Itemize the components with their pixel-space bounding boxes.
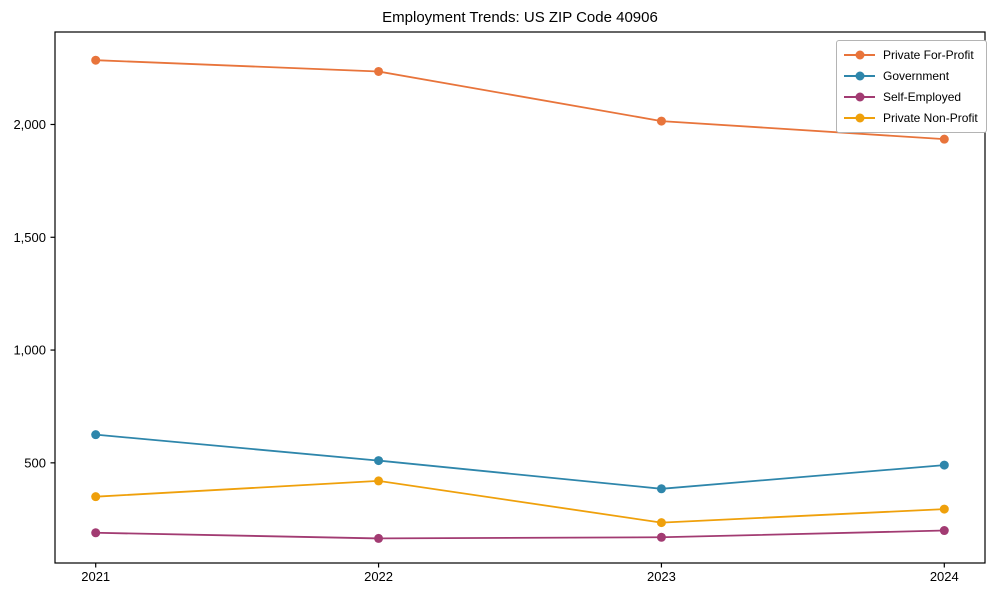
data-point-marker: [656, 484, 666, 494]
legend-marker-icon: [855, 113, 864, 123]
data-point-marker: [91, 430, 101, 440]
x-tick-label: 2022: [364, 569, 393, 584]
data-point-marker: [91, 492, 101, 502]
data-point-marker: [939, 526, 949, 536]
legend-label: Self-Employed: [883, 90, 962, 104]
legend-line-swatch: [844, 92, 875, 102]
data-point-marker: [91, 55, 101, 65]
legend-item: Government: [844, 69, 978, 83]
x-tick-label: 2021: [81, 569, 110, 584]
series-line-government: [94, 433, 946, 490]
series-line-self-employed: [94, 529, 946, 540]
x-tick-label: 2024: [930, 569, 959, 584]
legend-marker-icon: [855, 50, 864, 60]
legend-line-swatch: [844, 50, 875, 60]
legend-label: Private Non-Profit: [883, 111, 978, 125]
y-tick-label: 1,500: [13, 230, 46, 245]
chart-title: Employment Trends: US ZIP Code 40906: [382, 9, 658, 26]
legend-marker-icon: [855, 92, 864, 102]
legend-marker-icon: [855, 71, 864, 81]
data-point-marker: [656, 532, 666, 542]
data-point-marker: [374, 533, 384, 543]
data-point-marker: [374, 476, 384, 486]
y-tick-label: 2,000: [13, 117, 46, 132]
data-point-marker: [656, 518, 666, 528]
data-point-marker: [939, 134, 949, 144]
legend-line-swatch: [844, 71, 875, 81]
data-point-marker: [939, 504, 949, 514]
legend-item: Self-Employed: [844, 90, 978, 104]
x-tick-label: 2023: [647, 569, 676, 584]
data-point-marker: [374, 456, 384, 466]
legend-item: Private For-Profit: [844, 48, 978, 62]
data-point-marker: [91, 528, 101, 538]
legend-label: Government: [883, 69, 950, 83]
data-point-marker: [656, 116, 666, 126]
series-line-private-non-profit: [94, 479, 946, 524]
legend: Private For-Profit Government Self-Employe…: [836, 40, 987, 133]
series-line-private-for-profit: [94, 59, 946, 141]
data-point-marker: [374, 66, 384, 76]
data-point-marker: [939, 460, 949, 470]
y-tick-label: 500: [24, 455, 46, 470]
legend-line-swatch: [844, 113, 875, 123]
legend-label: Private For-Profit: [883, 48, 974, 62]
legend-item: Private Non-Profit: [844, 111, 978, 125]
y-tick-label: 1,000: [13, 343, 46, 358]
